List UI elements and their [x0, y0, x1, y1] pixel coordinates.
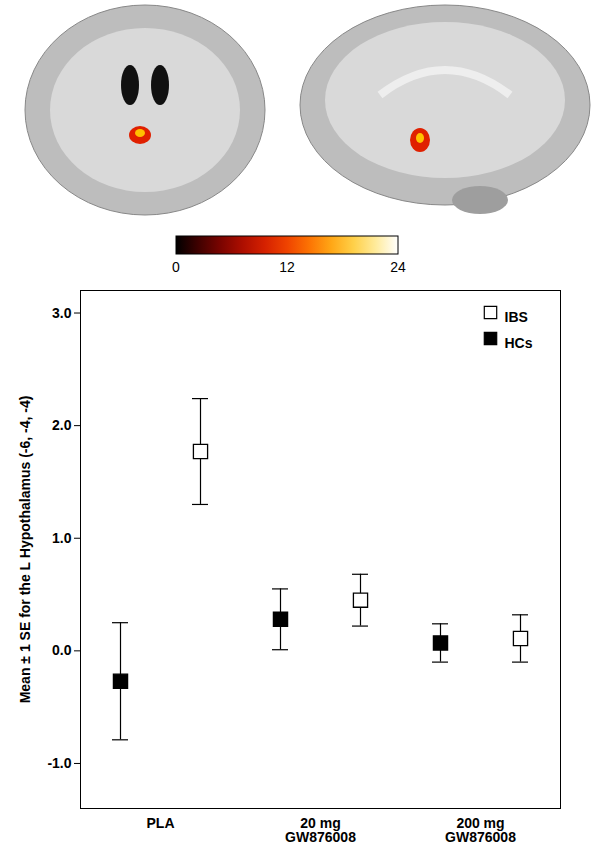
svg-text:3.0: 3.0	[52, 305, 72, 321]
svg-text:24: 24	[390, 259, 406, 275]
svg-text:IBS: IBS	[505, 309, 528, 325]
svg-text:2.0: 2.0	[52, 417, 72, 433]
svg-text:200 mgGW876008: 200 mgGW876008	[445, 815, 516, 845]
svg-text:PLA: PLA	[147, 815, 175, 831]
svg-text:HCs: HCs	[505, 335, 533, 351]
svg-text:1.0: 1.0	[52, 530, 72, 546]
svg-text:20 mgGW876008: 20 mgGW876008	[285, 815, 356, 845]
svg-text:Mean ± 1 SE for the L Hypothal: Mean ± 1 SE for the L Hypothalamus (-6, …	[17, 396, 33, 704]
svg-text:0: 0	[172, 259, 180, 275]
svg-text:12: 12	[279, 259, 295, 275]
svg-text:0.0: 0.0	[52, 642, 72, 658]
svg-text:-1.0: -1.0	[47, 755, 71, 771]
